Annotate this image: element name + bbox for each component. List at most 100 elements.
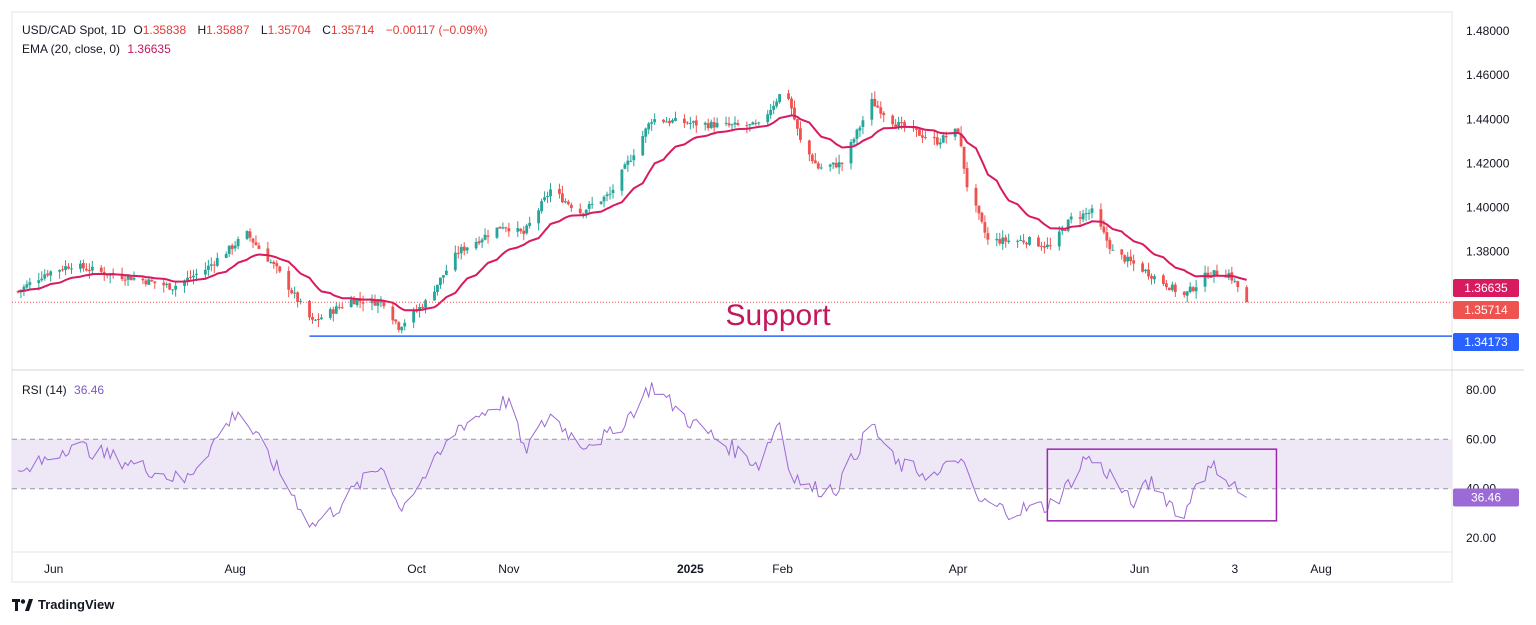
candle-body	[831, 162, 835, 165]
candle-body	[995, 238, 999, 241]
price-badge-label: 1.36635	[1464, 281, 1508, 295]
candle-body	[501, 227, 505, 229]
time-axis-tick: Feb	[772, 562, 793, 576]
candle	[320, 314, 323, 320]
candle-body	[1126, 256, 1130, 262]
candle-body	[498, 226, 502, 229]
price-badge[interactable]: 1.36635	[1453, 279, 1519, 297]
ema-legend[interactable]: EMA (20, close, 0) 1.36635	[22, 42, 175, 56]
candle	[793, 100, 796, 121]
rsi-highlight-box[interactable]	[1046, 448, 1278, 522]
candle-body	[813, 160, 817, 164]
candle-body	[840, 162, 844, 164]
candle	[206, 259, 210, 277]
candle	[459, 244, 463, 260]
candle	[715, 117, 719, 129]
candle	[203, 262, 207, 279]
price-badge-bg	[1453, 301, 1519, 319]
candle	[816, 161, 820, 170]
candle-body	[891, 115, 895, 125]
candle-body	[287, 271, 291, 290]
candle	[858, 125, 862, 138]
candle-body	[650, 122, 654, 124]
ohlc-legend: USD/CAD Spot, 1D O1.35838 H1.35887 L1.35…	[22, 23, 492, 37]
candle-body	[799, 128, 802, 140]
candle-body	[227, 245, 231, 254]
candle-body	[421, 306, 424, 309]
symbol-label[interactable]: USD/CAD Spot, 1D	[22, 23, 127, 37]
candle	[433, 285, 436, 301]
high-value: 1.35887	[206, 23, 250, 37]
candle-body	[212, 264, 216, 266]
candle-body	[668, 120, 671, 124]
candle-body	[349, 299, 353, 308]
candle-body	[694, 120, 698, 126]
price-badge-label: 1.34173	[1464, 335, 1508, 349]
candle-body	[894, 124, 898, 128]
candle	[400, 326, 404, 334]
rsi-value-badge[interactable]: 36.46	[1453, 488, 1519, 507]
candle-body	[328, 309, 332, 318]
candle-body	[141, 278, 145, 281]
rsi-line	[17, 382, 1247, 528]
candle-body	[932, 137, 936, 139]
candle-body	[608, 193, 612, 195]
time-axis-tick: Apr	[949, 562, 968, 576]
candle-body	[507, 228, 511, 232]
candle	[141, 276, 145, 285]
candle-body	[819, 167, 823, 169]
rsi-band-group	[12, 438, 1452, 490]
candle	[43, 269, 47, 281]
candle-body	[358, 299, 362, 302]
rsi-legend[interactable]: RSI (14) 36.46	[22, 383, 108, 397]
candle-body	[1206, 272, 1210, 278]
candle	[269, 259, 273, 264]
candle	[766, 110, 770, 126]
candle	[486, 229, 490, 244]
candle-body	[314, 319, 317, 321]
candle-body	[706, 123, 710, 129]
candle	[462, 242, 466, 256]
candle-body	[1001, 237, 1005, 244]
candle-body	[37, 280, 41, 284]
rsi-axis-tick: 20.00	[1466, 531, 1496, 545]
candle	[311, 312, 314, 324]
candle	[334, 302, 338, 315]
candle	[1037, 235, 1040, 247]
candle	[498, 226, 502, 229]
candle-body	[715, 122, 719, 128]
candle-body	[941, 135, 945, 143]
candle-body	[189, 276, 192, 278]
candle-body	[543, 197, 546, 201]
price-badge[interactable]: 1.34173	[1453, 333, 1519, 351]
candle	[355, 299, 359, 308]
candle-body	[558, 188, 561, 194]
candle	[712, 117, 716, 134]
candle-body	[424, 300, 427, 308]
candle	[912, 119, 915, 132]
rsi-band	[12, 439, 1452, 489]
candle	[662, 118, 665, 124]
candle-body	[849, 142, 853, 164]
candle	[501, 222, 505, 230]
candle-body	[233, 245, 237, 249]
price-badge-label: 1.35714	[1464, 303, 1508, 317]
candle-body	[897, 121, 901, 129]
tradingview-brand[interactable]: TradingView	[12, 597, 114, 612]
candle-body	[293, 292, 297, 294]
candle	[1066, 218, 1070, 233]
candle-body	[1144, 269, 1147, 272]
candle-body	[938, 142, 942, 145]
candle-body	[1057, 231, 1061, 247]
candle-body	[685, 122, 689, 124]
candle-body	[876, 105, 880, 108]
candle-body	[290, 290, 294, 294]
price-badge[interactable]: 1.35714	[1453, 301, 1519, 319]
candle	[382, 300, 386, 309]
candle	[453, 245, 457, 272]
candle	[685, 121, 689, 125]
candle-body	[569, 204, 573, 209]
candle-body	[275, 263, 279, 267]
candle-body	[590, 203, 594, 205]
